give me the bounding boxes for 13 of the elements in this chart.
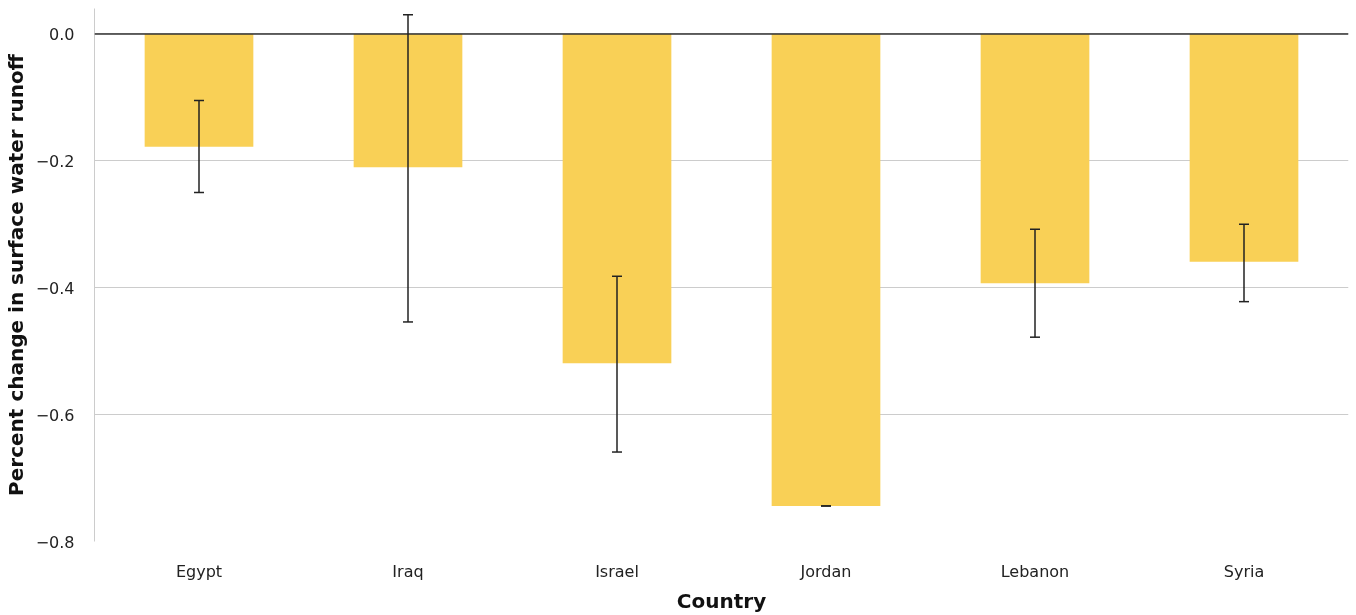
x-tick-label: Iraq xyxy=(392,561,424,581)
y-tick-label: −0.4 xyxy=(35,278,75,298)
y-tick-label: −0.6 xyxy=(35,405,75,425)
x-tick-label: Lebanon xyxy=(1000,561,1070,581)
y-axis-title: Percent change in surface water runoff xyxy=(3,53,28,496)
y-tick-label: −0.8 xyxy=(35,532,75,552)
y-tick-label: 0.0 xyxy=(49,24,75,44)
x-axis-title: Country xyxy=(676,588,767,613)
x-tick-label: Egypt xyxy=(175,561,223,581)
x-tick-label: Syria xyxy=(1223,561,1265,581)
y-tick-label: −0.2 xyxy=(35,151,75,171)
x-tick-label: Jordan xyxy=(799,561,852,581)
x-tick-label: Israel xyxy=(595,561,639,581)
